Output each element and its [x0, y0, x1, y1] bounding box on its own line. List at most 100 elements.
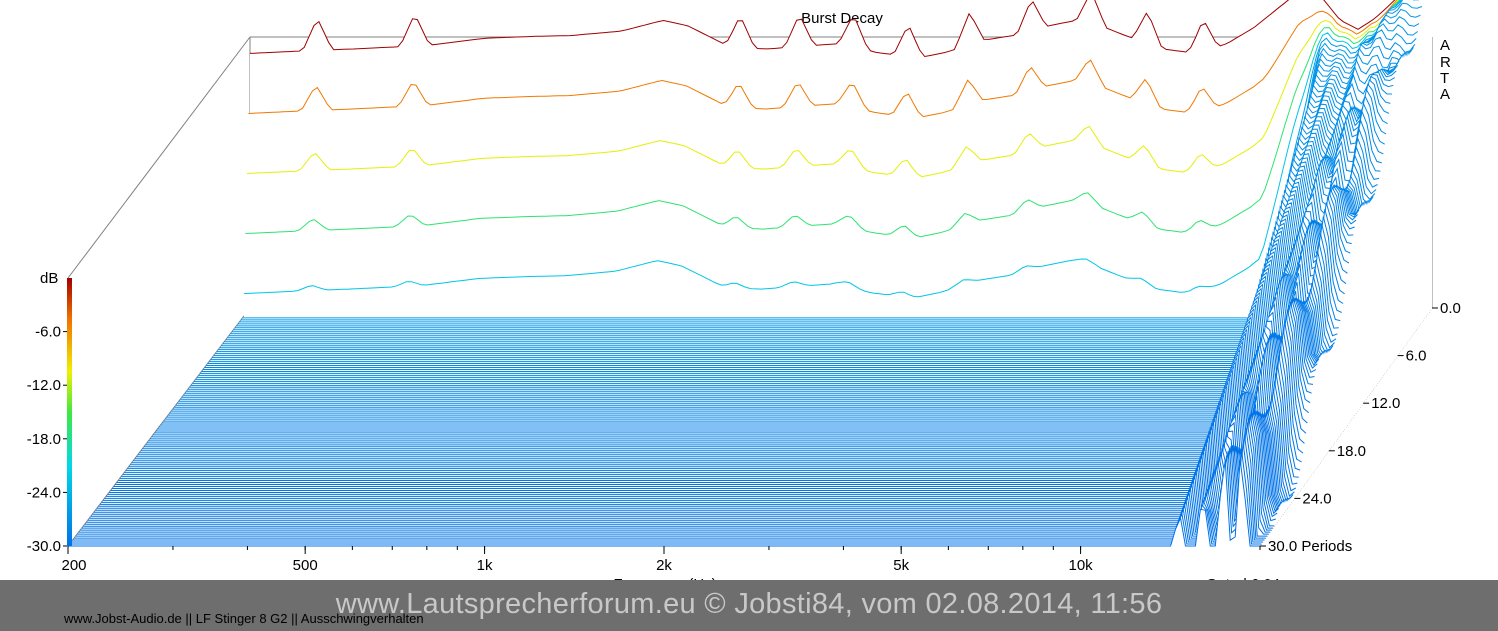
decay-slice [184, 174, 1371, 394]
decay-slice [212, 68, 1397, 359]
x-tick-label: 500 [293, 557, 318, 574]
brand-letter: R [1440, 54, 1451, 71]
decay-slice [201, 88, 1387, 372]
decay-slice [222, 51, 1407, 345]
watermark-text: www.Lautsprecherforum.eu © Jobsti84, vom… [335, 588, 1163, 620]
decay-slice [146, 263, 1335, 444]
decay-slice [204, 78, 1390, 368]
depth-tick-label: 30.0 Periods [1268, 538, 1352, 555]
decay-slice [113, 329, 1304, 488]
decay-slice [230, 45, 1414, 335]
decay-slice [145, 272, 1334, 446]
decay-slice [233, 29, 1417, 331]
decay-slice [240, 0, 1420, 321]
decay-slice [187, 158, 1374, 390]
decay-slice [110, 346, 1301, 491]
db-tick-label: -6.0 [35, 324, 61, 341]
x-axis-ticks: 200 500 1k 2k 5k 10k [61, 546, 1261, 574]
decay-slice [228, 49, 1413, 337]
decay-slice [149, 247, 1338, 440]
db-tick-label: -18.0 [27, 431, 61, 448]
decay-slice [219, 53, 1404, 349]
decay-slice [156, 216, 1344, 432]
decay-slice [84, 410, 1276, 525]
brand-letter: A [1440, 86, 1450, 103]
decay-slice [122, 299, 1312, 476]
decay-slice [181, 183, 1368, 398]
decay-slice [189, 149, 1376, 388]
decay-slice [75, 422, 1268, 537]
decay-slice [95, 411, 1287, 511]
decay-slice [186, 167, 1373, 392]
decay-slice [199, 94, 1385, 374]
decay-slice [116, 315, 1307, 484]
depth-tick-label: 18.0 [1337, 443, 1366, 460]
decay-slice [87, 411, 1279, 521]
depth-axis-ticks: 0.0 6.0 12.0 18.0 24.0 30.0 Periods [1260, 300, 1461, 555]
db-axis-ticks: -6.0 -12.0 -18.0 -24.0 -30.0 [27, 324, 67, 555]
decay-slice [121, 301, 1311, 478]
decay-slice [128, 298, 1318, 468]
decay-slice [243, 0, 1401, 298]
decay-slice [198, 102, 1384, 376]
decay-slice [236, 16, 1420, 327]
decay-slice [131, 300, 1321, 464]
db-colorbar [67, 278, 72, 546]
decay-slice [127, 297, 1317, 470]
decay-slice [71, 442, 1263, 543]
decay-slice [193, 125, 1380, 382]
decay-slice [118, 309, 1308, 481]
footer-credit: www.Jobst-Audio.de || LF Stinger 8 G2 ||… [64, 611, 424, 626]
decay-slice [159, 202, 1347, 428]
decay-slice [183, 179, 1370, 396]
decay-slice [81, 410, 1273, 529]
decay-slice [143, 281, 1333, 448]
decay-slice [105, 368, 1297, 498]
decay-slice [108, 353, 1299, 495]
decay-slice [74, 428, 1266, 539]
db-tick-label: -30.0 [27, 538, 61, 555]
decay-slice [72, 434, 1265, 541]
decay-slice [157, 208, 1345, 430]
decay-slice [107, 360, 1298, 497]
decay-slice [215, 60, 1400, 355]
decay-slice [104, 377, 1295, 500]
decay-slice [112, 337, 1302, 489]
decay-slice [136, 300, 1325, 458]
decay-slice [196, 110, 1382, 378]
decay-slice [80, 411, 1272, 531]
decay-slice [195, 118, 1381, 380]
depth-tick-label: 12.0 [1371, 395, 1400, 412]
decay-slice [78, 414, 1270, 533]
decay-slice [130, 299, 1320, 466]
decay-slice [213, 64, 1398, 357]
decay-slice [178, 187, 1366, 402]
decay-slice [93, 413, 1285, 513]
decay-slice [168, 184, 1355, 416]
x-tick-label: 2k [656, 557, 672, 574]
decay-slice [237, 8, 1421, 325]
decay-slice [154, 224, 1342, 434]
chart-title: Burst Decay [801, 10, 883, 27]
decay-slice [166, 184, 1354, 418]
frame-left-diagonal [67, 36, 251, 279]
brand-letter: T [1440, 70, 1449, 87]
depth-tick-label: 24.0 [1302, 490, 1331, 507]
decay-slice [152, 233, 1341, 436]
decay-slice [115, 321, 1305, 486]
decay-slice [90, 413, 1282, 517]
decay-slice [221, 52, 1406, 347]
decay-slice [210, 69, 1395, 361]
decay-slice [98, 406, 1290, 508]
decay-slice [234, 23, 1418, 329]
decay-slice [192, 132, 1378, 384]
db-tick-label: -12.0 [27, 377, 61, 394]
decay-slice [137, 299, 1327, 456]
x-tick-label: 200 [61, 557, 86, 574]
decay-slice [209, 71, 1394, 363]
depth-tick-label: 0.0 [1440, 300, 1461, 317]
decay-slice [83, 409, 1275, 527]
brand-label: A R T A [1440, 37, 1451, 103]
db-tick-label: -24.0 [27, 484, 61, 501]
